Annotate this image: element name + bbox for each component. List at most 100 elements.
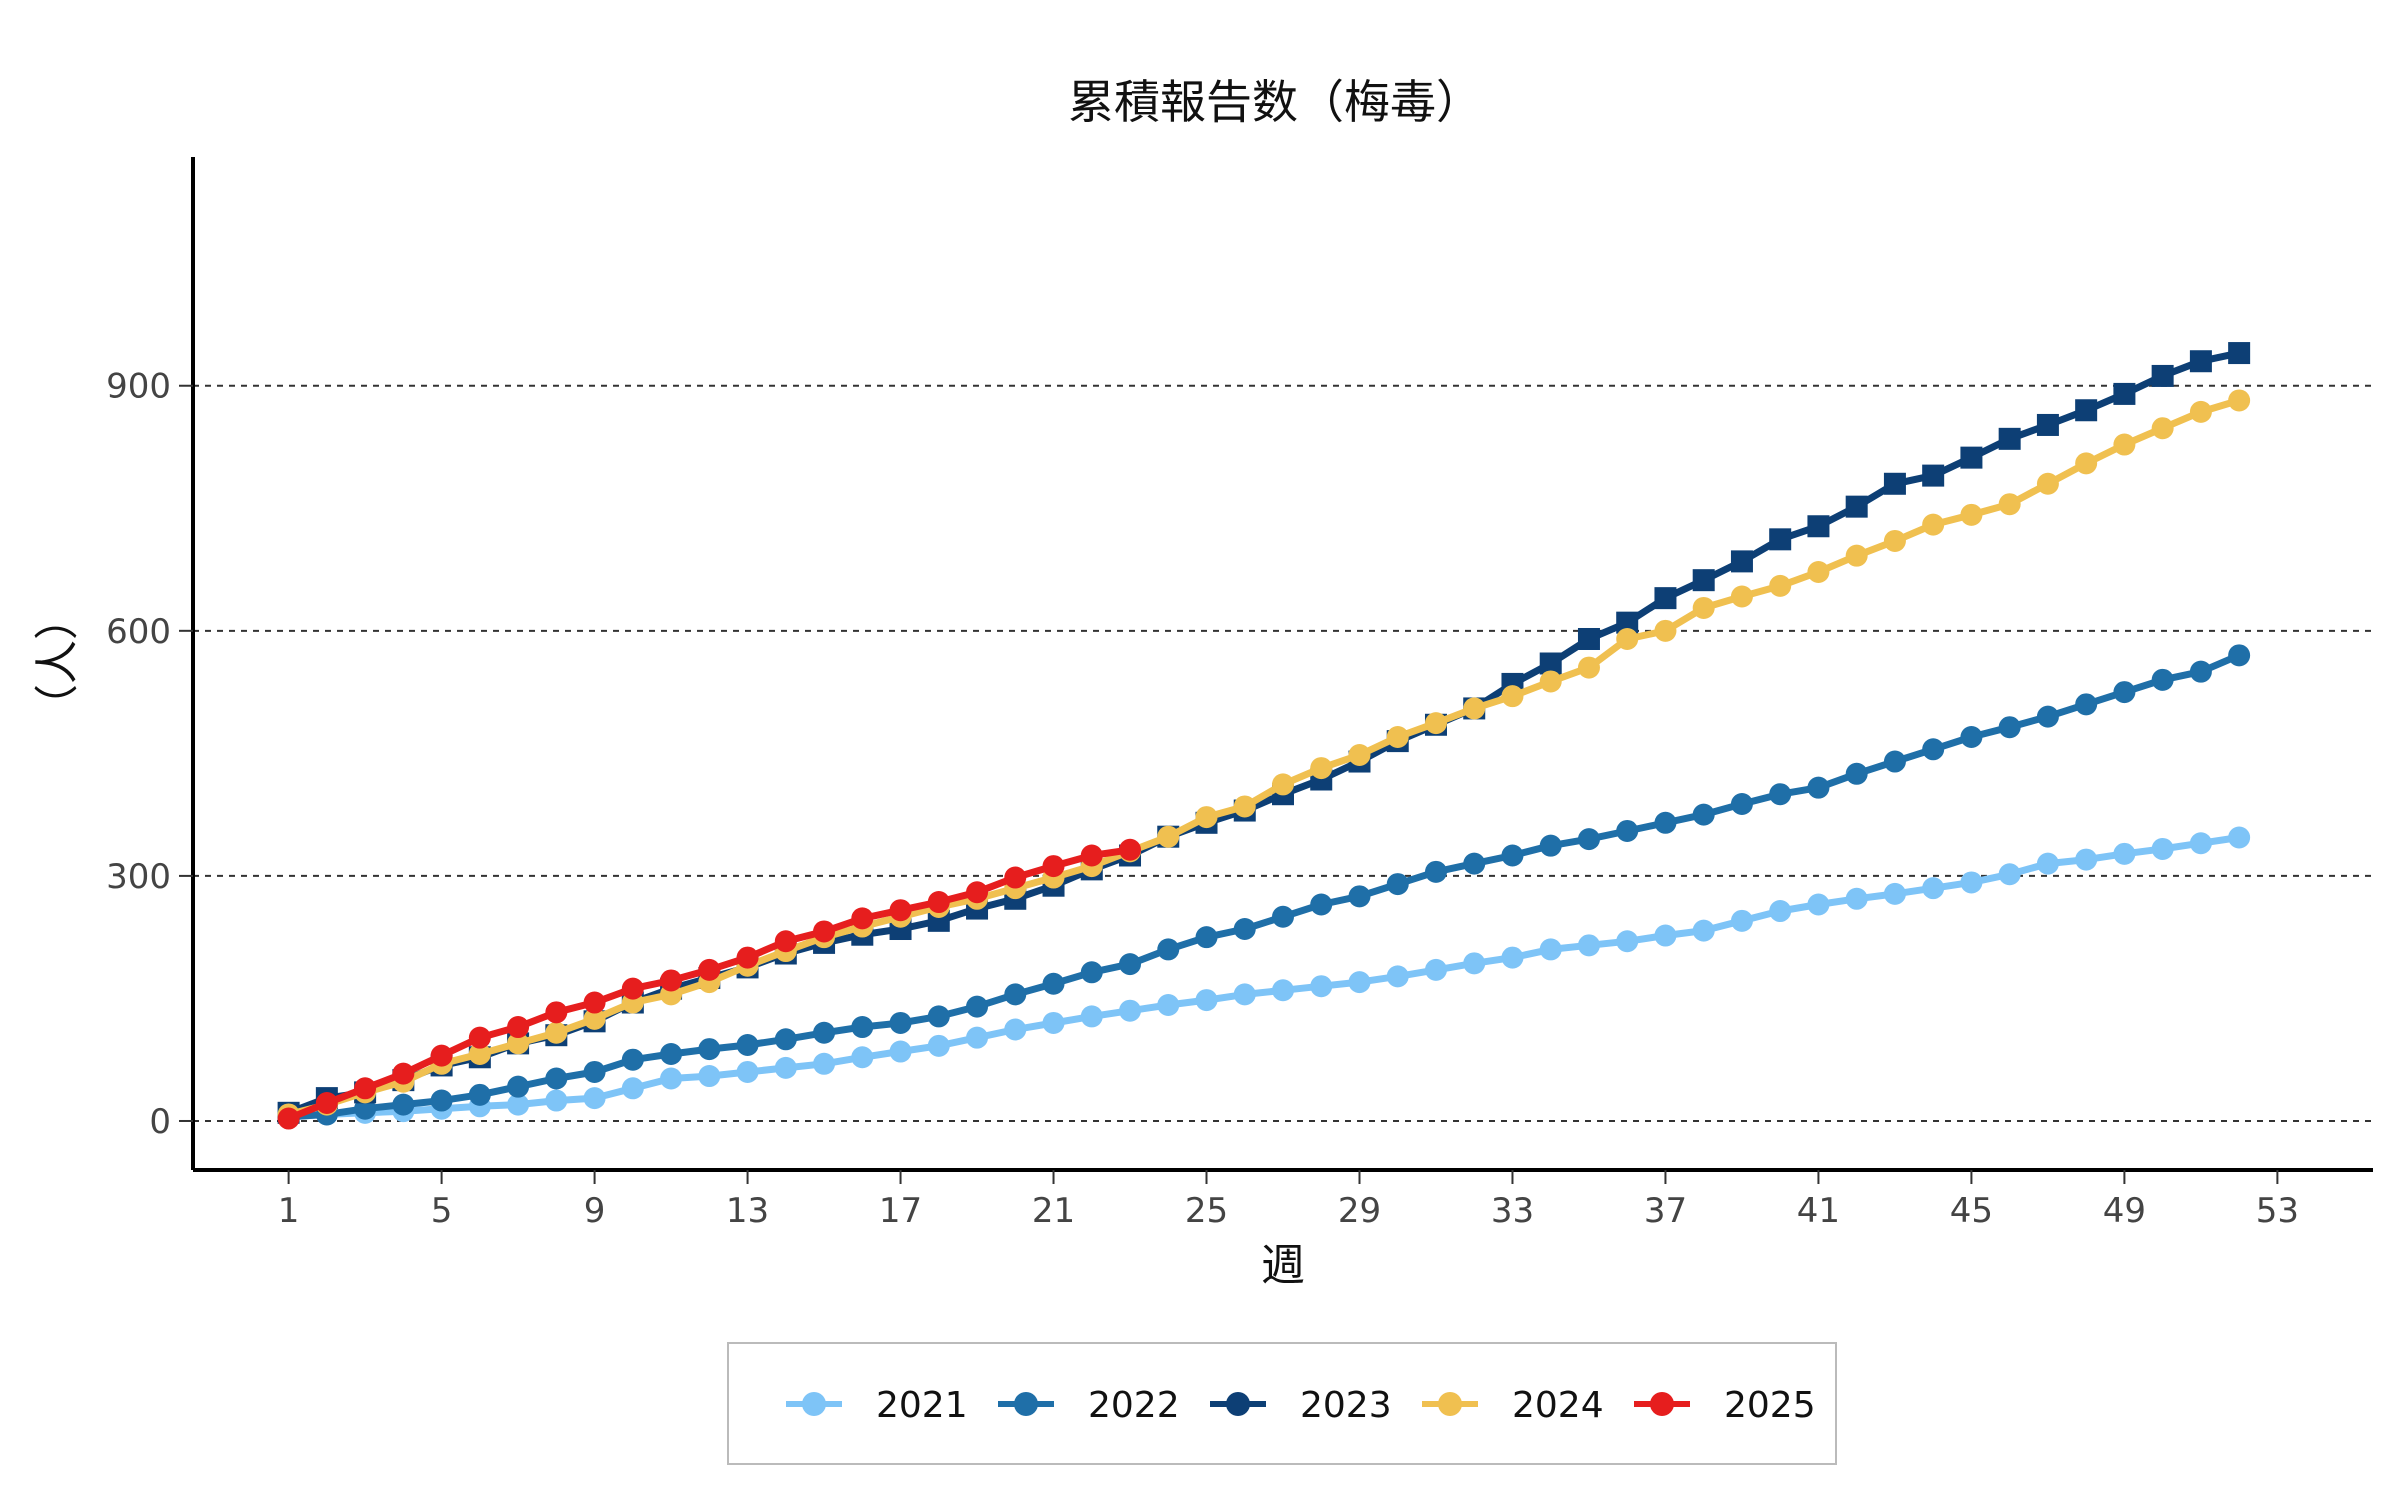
data-point [2151,417,2174,440]
data-point [1616,611,1639,634]
data-point [774,1028,797,1051]
data-point [1539,670,1562,693]
data-point [2036,852,2059,875]
data-point [1692,569,1715,592]
data-point [1501,844,1524,867]
data-point [851,907,874,930]
data-point [1845,887,1868,910]
data-point [2189,400,2212,423]
data-point [1424,860,1447,883]
legend-swatch-marker [1650,1392,1674,1416]
data-point [1080,844,1103,867]
data-point [1883,529,1906,552]
data-point [1424,958,1447,981]
data-point [1348,743,1371,766]
data-point [1233,918,1256,941]
data-point [1730,909,1753,932]
data-point [1769,528,1792,551]
data-point [966,881,989,904]
data-point [507,1016,530,1039]
data-point [1883,882,1906,905]
legend-item-2021: 2021 [786,1385,968,1426]
data-point [851,1016,874,1039]
data-point [1960,726,1983,749]
data-point [1883,472,1906,495]
y-tick-label: 900 [106,367,171,407]
data-point [621,1048,644,1071]
x-tick-label: 1 [278,1191,300,1231]
data-point [354,1077,377,1100]
x-tick-label: 9 [584,1191,606,1231]
data-point [545,1001,568,1024]
data-point [1998,493,2021,516]
data-point [736,1060,759,1083]
x-tick-label: 13 [726,1191,769,1231]
series-line-2021 [285,834,2243,1121]
data-point [1004,983,1027,1006]
data-point [1157,825,1180,848]
data-point [2228,644,2251,667]
data-point [1730,793,1753,816]
x-tick-label: 41 [1797,1191,1840,1231]
data-point [1807,776,1830,799]
data-point [1654,811,1677,834]
legend: 2021 2022 2023 2024 2025 [727,1342,1837,1465]
data-point [813,920,836,943]
data-point [1577,934,1600,957]
legend-swatch-marker [1226,1392,1250,1416]
data-point [1616,627,1639,650]
y-tick-label: 0 [149,1102,171,1142]
data-point [1730,550,1753,573]
data-point [1119,999,1142,1022]
data-point [1998,427,2021,450]
data-point [1960,871,1983,894]
data-point [966,1026,989,1049]
data-point [545,1021,568,1044]
data-point [1845,762,1868,785]
data-point [736,1034,759,1057]
data-point [1424,712,1447,735]
data-point [1960,503,1983,526]
data-point [2151,837,2174,860]
data-point [1272,905,1294,928]
data-point [1233,795,1256,818]
data-point [1730,585,1753,608]
data-point [851,1046,874,1069]
data-point [315,1092,338,1115]
y-tick-label: 300 [106,857,171,897]
legend-label: 2021 [876,1385,968,1426]
data-point [1080,1005,1103,1028]
data-point [1310,975,1333,998]
data-point [1769,574,1792,597]
gridlines [193,384,2373,1122]
x-tick-label: 25 [1185,1191,1228,1231]
legend-item-2024: 2024 [1422,1385,1604,1426]
data-point [927,1034,950,1057]
data-point [1463,852,1486,875]
data-point [1692,919,1715,942]
legend-label: 2024 [1512,1385,1604,1426]
series-line-2023 [285,349,2243,1117]
data-point [660,1042,683,1065]
series-2021 [277,826,2251,1128]
data-point [1386,873,1409,896]
data-point [1042,972,1065,995]
data-point [1807,515,1830,538]
data-point [1807,561,1830,584]
y-axis-title: （人） [32,596,83,728]
data-point [698,958,721,981]
data-point [1922,877,1945,900]
data-point [2113,681,2136,704]
data-point [2189,832,2212,855]
legend-item-2023: 2023 [1210,1385,1392,1426]
data-point [1845,544,1868,567]
data-point [889,1040,912,1063]
data-point [774,930,797,953]
data-point [468,1083,491,1106]
data-point [583,991,606,1014]
data-point [1922,513,1945,536]
data-point [583,1087,606,1110]
chart-title: 累積報告数（梅毒） [1068,75,1482,129]
data-point [1845,495,1868,518]
legend-item-2025: 2025 [1634,1385,1816,1426]
